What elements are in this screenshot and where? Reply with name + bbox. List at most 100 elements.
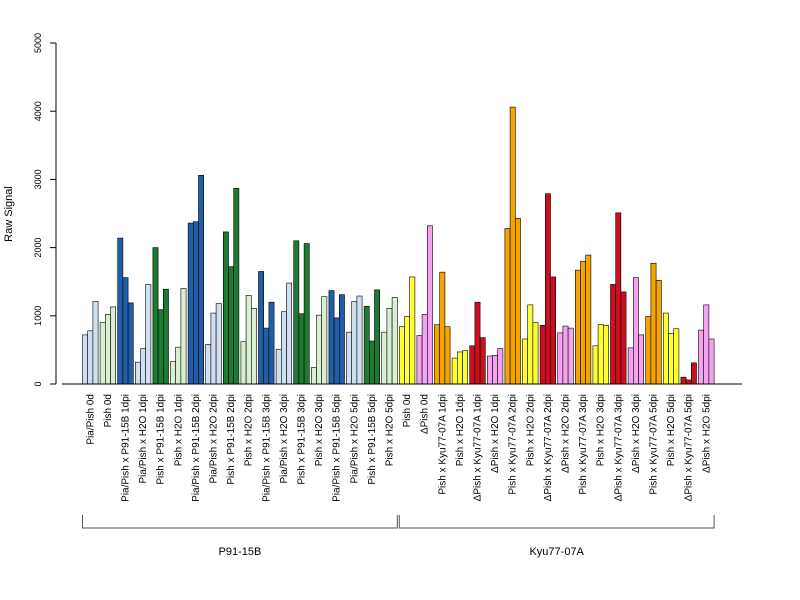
x-tick-label: Pish x P91-15B 2dpi (226, 394, 237, 485)
bar (333, 317, 340, 385)
x-tick-label: Pish x Kyu77-07A 3dpi (578, 394, 589, 495)
bar (620, 291, 627, 385)
x-tick-label: Pish x H2O 5dpi (666, 394, 677, 466)
x-tick-label: Pish x P91-15B 5dpi (367, 394, 378, 485)
bar (163, 288, 169, 385)
bar (175, 346, 182, 385)
bar-group (152, 247, 169, 385)
bar-group (275, 282, 292, 385)
x-tick-label: Pia/Pish x P91-15B 1dpi (121, 394, 132, 502)
bar (550, 276, 556, 385)
bar (258, 271, 264, 385)
bar (82, 334, 88, 385)
bar (597, 324, 604, 385)
bar (92, 301, 99, 385)
bar (434, 324, 440, 385)
bar-group (662, 312, 680, 385)
bar-group (99, 306, 116, 385)
bar (539, 325, 546, 385)
bar-group (223, 187, 240, 385)
bracket-line (82, 515, 398, 529)
bar (228, 266, 234, 385)
bar (404, 316, 410, 385)
x-tick-label: Pish x H2O 2dpi (244, 394, 255, 466)
y-tick-label: 4000 (33, 101, 43, 121)
x-tick-label: Pia/Pish x P91-15B 5dpi (332, 394, 343, 502)
bar-group (205, 303, 222, 385)
bar (356, 295, 363, 385)
bar (187, 222, 194, 385)
bar (627, 347, 634, 385)
group-label: Kyu77-07A (529, 546, 584, 558)
bar-group (135, 284, 152, 385)
bar (615, 212, 622, 385)
bar-group (539, 193, 556, 385)
y-tick-label: 0 (33, 381, 43, 386)
bar (245, 295, 252, 385)
x-tick-label: Pia/Pish x H2O 5dpi (349, 394, 360, 484)
bar (462, 350, 468, 385)
bar (444, 326, 451, 385)
y-axis-title: Raw Signal (3, 186, 15, 242)
bar (479, 337, 486, 385)
bar (532, 322, 539, 385)
bar (492, 355, 498, 385)
x-axis: Pia/Pish 0d Pish 0d Pia/Pish x P91-15B 1dp… (62, 383, 742, 502)
bar (310, 367, 317, 385)
bar-group (346, 295, 363, 385)
bar (268, 301, 275, 385)
bar (368, 340, 375, 385)
bar (685, 379, 692, 385)
bar-group (240, 295, 257, 385)
bar (698, 329, 704, 385)
bar-group (363, 289, 380, 385)
bar (110, 306, 116, 385)
bar-group (117, 237, 134, 385)
bar-group (328, 290, 345, 385)
bracket-line (398, 515, 715, 529)
x-tick-label: Pia/Pish x H2O 2dpi (209, 394, 220, 484)
bar (321, 296, 328, 385)
bar (198, 175, 204, 385)
bar (193, 221, 199, 385)
x-tick-label: ΔPish x H2O 5dpi (701, 394, 712, 473)
bar (303, 243, 310, 385)
x-tick-label: Pish x Kyu77-07A 1dpi (437, 394, 448, 495)
bar (346, 331, 352, 385)
bar-group (627, 277, 644, 385)
bar (655, 280, 662, 385)
bar (240, 341, 247, 385)
bar-group (416, 225, 433, 385)
bar-group (170, 288, 187, 385)
group-brackets: P91-15B Kyu77-07A (82, 515, 715, 558)
bar (263, 327, 270, 385)
bar-group (398, 276, 416, 385)
x-tick-label: Pish x Kyu77-07A 2dpi (508, 394, 519, 495)
x-tick-label: Pia/Pish x H2O 1dpi (138, 394, 149, 484)
bar (215, 303, 222, 385)
bar (316, 314, 322, 385)
bar (117, 237, 124, 385)
bar (592, 345, 599, 385)
bar (140, 348, 146, 385)
bar (497, 348, 504, 385)
bar-group (592, 324, 609, 385)
x-tick-label: Pish x H2O 1dpi (173, 394, 184, 466)
bar (662, 312, 669, 385)
bar (585, 254, 592, 385)
bar (474, 301, 481, 385)
bar (708, 338, 715, 385)
bar (680, 376, 687, 385)
bar (233, 187, 240, 385)
bar-group (574, 254, 592, 385)
bar (451, 357, 458, 385)
y-tick-label: 3000 (33, 169, 43, 189)
bar (703, 304, 710, 385)
bar (504, 228, 511, 385)
bar (638, 334, 644, 385)
bar-group (451, 350, 468, 385)
x-tick-label: Pish x H2O 2dpi (525, 394, 536, 466)
bar-group (187, 175, 204, 385)
bar-group (504, 106, 521, 385)
